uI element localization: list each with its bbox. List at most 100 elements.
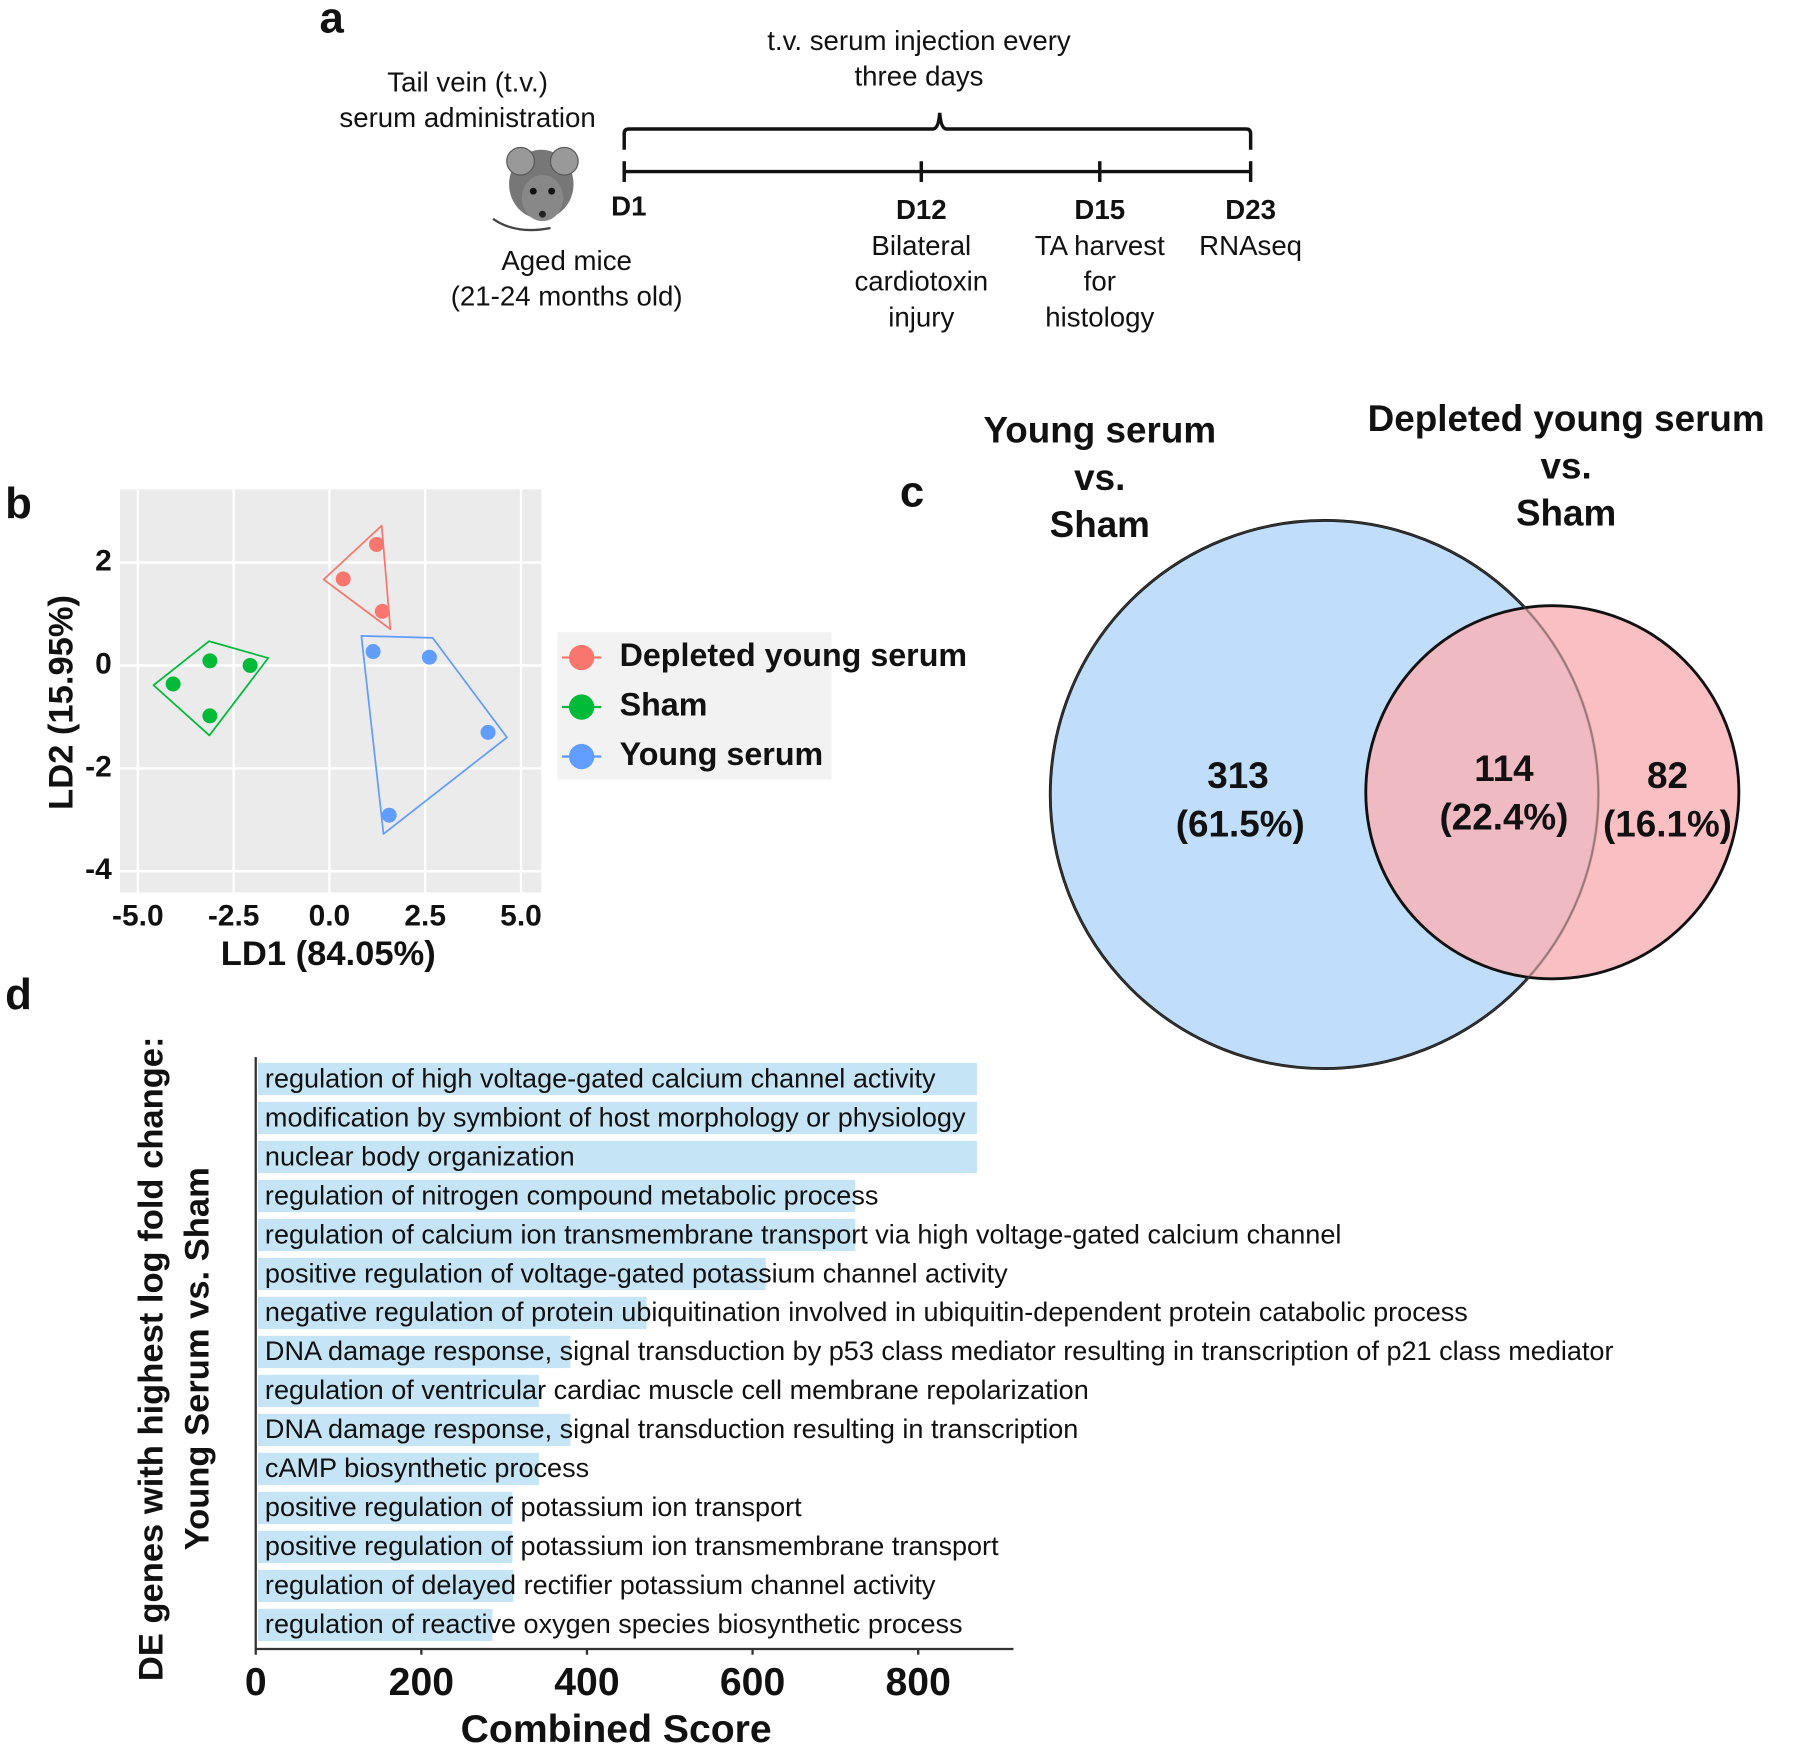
region-percent: (22.4%) (1439, 797, 1568, 838)
bar (258, 1413, 571, 1447)
data-point (480, 724, 496, 740)
category-label: regulation of high voltage-gated calcium… (265, 1063, 936, 1093)
data-point (369, 536, 385, 552)
timeline-note: Aged mice (501, 245, 632, 276)
bar (258, 1374, 539, 1408)
legend-label: Sham (620, 687, 708, 723)
x-axis-label: LD1 (84.05%) (221, 935, 436, 973)
legend-label: Depleted young serum (620, 637, 967, 673)
data-point (335, 571, 351, 587)
panel-label: b (5, 479, 32, 528)
category-label: positive regulation of voltage-gated pot… (265, 1258, 1008, 1288)
legend-label: Young serum (620, 736, 824, 772)
cluster-hull (322, 524, 392, 631)
category-label: regulation of calcium ion transmembrane … (265, 1219, 1341, 1249)
bar (258, 1608, 493, 1642)
legend-box (557, 632, 832, 780)
day-note: TA harvest (1035, 230, 1165, 261)
category-label: regulation of nitrogen compound metaboli… (265, 1180, 878, 1210)
set-label: Sham (1050, 504, 1150, 545)
panel-label: a (320, 0, 345, 42)
set-label: vs. (1074, 457, 1125, 498)
day-label: D1 (611, 191, 646, 222)
y-axis-label: DE genes with highest log fold change: (132, 1036, 170, 1681)
mouse-icon (492, 146, 579, 232)
region-percent: (16.1%) (1603, 804, 1732, 845)
timeline-note: t.v. serum injection every (767, 25, 1071, 56)
bracket (622, 112, 1253, 150)
y-tick-label: 0 (95, 647, 112, 680)
timeline-note: three days (855, 61, 984, 92)
set-label: vs. (1541, 445, 1592, 486)
data-point (242, 657, 258, 673)
cluster-hull (360, 635, 508, 835)
data-point (374, 603, 390, 619)
day-label: D15 (1074, 194, 1125, 225)
y-tick-label: 2 (95, 544, 112, 577)
category-label: DNA damage response, signal transduction… (265, 1336, 1614, 1366)
bar (258, 1452, 539, 1486)
x-tick-label: 200 (389, 1661, 454, 1704)
x-tick-label: 5.0 (500, 900, 542, 933)
x-tick-label: 0.0 (309, 900, 351, 933)
set-label: Depleted young serum (1368, 398, 1765, 439)
category-label: DNA damage response, signal transduction… (265, 1414, 1078, 1444)
y-tick-label: -2 (85, 750, 112, 783)
data-point (365, 644, 381, 660)
day-note: Bilateral (871, 230, 971, 261)
category-label: modification by symbiont of host morphol… (265, 1102, 966, 1132)
legend-key (568, 743, 595, 770)
data-point (421, 649, 437, 665)
day-note: for (1084, 266, 1116, 297)
day-label: D12 (896, 194, 947, 225)
x-tick-label: 0 (245, 1661, 267, 1704)
region-count: 82 (1647, 755, 1688, 796)
day-note: histology (1045, 301, 1154, 332)
timeline-note: (21-24 months old) (451, 281, 683, 312)
y-tick-label: -4 (85, 853, 112, 886)
category-label: regulation of delayed rectifier potassiu… (265, 1570, 936, 1600)
bar (258, 1062, 977, 1096)
x-tick-label: 400 (554, 1661, 619, 1704)
category-label: cAMP biosynthetic process (265, 1453, 589, 1483)
bar (258, 1179, 856, 1213)
y-axis-label: Young Serum vs. Sham (178, 1167, 216, 1550)
x-tick-label: -2.5 (208, 900, 260, 933)
category-label: positive regulation of potassium ion tra… (265, 1531, 999, 1561)
timeline-note: Tail vein (t.v.) (387, 66, 548, 97)
category-label: regulation of reactive oxygen species bi… (265, 1609, 963, 1639)
data-point (165, 676, 181, 692)
set-label: Sham (1516, 493, 1616, 534)
region-percent: (61.5%) (1176, 804, 1305, 845)
day-note: RNAseq (1199, 230, 1302, 261)
bar (258, 1257, 766, 1291)
data-point (202, 708, 218, 724)
day-label: D23 (1225, 194, 1276, 225)
x-tick-label: 2.5 (404, 900, 446, 933)
legend-key (568, 644, 595, 671)
region-count: 313 (1207, 755, 1268, 796)
category-label: negative regulation of protein ubiquitin… (265, 1297, 1468, 1327)
set-label: Young serum (983, 410, 1216, 451)
category-label: regulation of ventricular cardiac muscle… (265, 1375, 1089, 1405)
cluster-hull (152, 640, 270, 737)
legend-key (568, 694, 595, 720)
y-axis-label: LD2 (15.95%) (43, 595, 81, 810)
day-note: cardiotoxin (855, 266, 989, 297)
bar (258, 1335, 571, 1369)
bar (258, 1491, 513, 1525)
x-axis-label: Combined Score (461, 1708, 772, 1748)
bar (258, 1296, 647, 1330)
x-tick-label: -5.0 (112, 900, 164, 933)
bar (258, 1569, 514, 1603)
x-tick-label: 600 (720, 1661, 785, 1704)
category-label: positive regulation of potassium ion tra… (265, 1492, 802, 1522)
bar (258, 1218, 856, 1252)
bar (258, 1140, 977, 1174)
venn-outline (1049, 519, 1600, 1070)
category-label: nuclear body organization (265, 1141, 575, 1171)
bar (258, 1101, 977, 1135)
region-count: 114 (1474, 748, 1534, 789)
x-tick-label: 800 (886, 1661, 951, 1704)
